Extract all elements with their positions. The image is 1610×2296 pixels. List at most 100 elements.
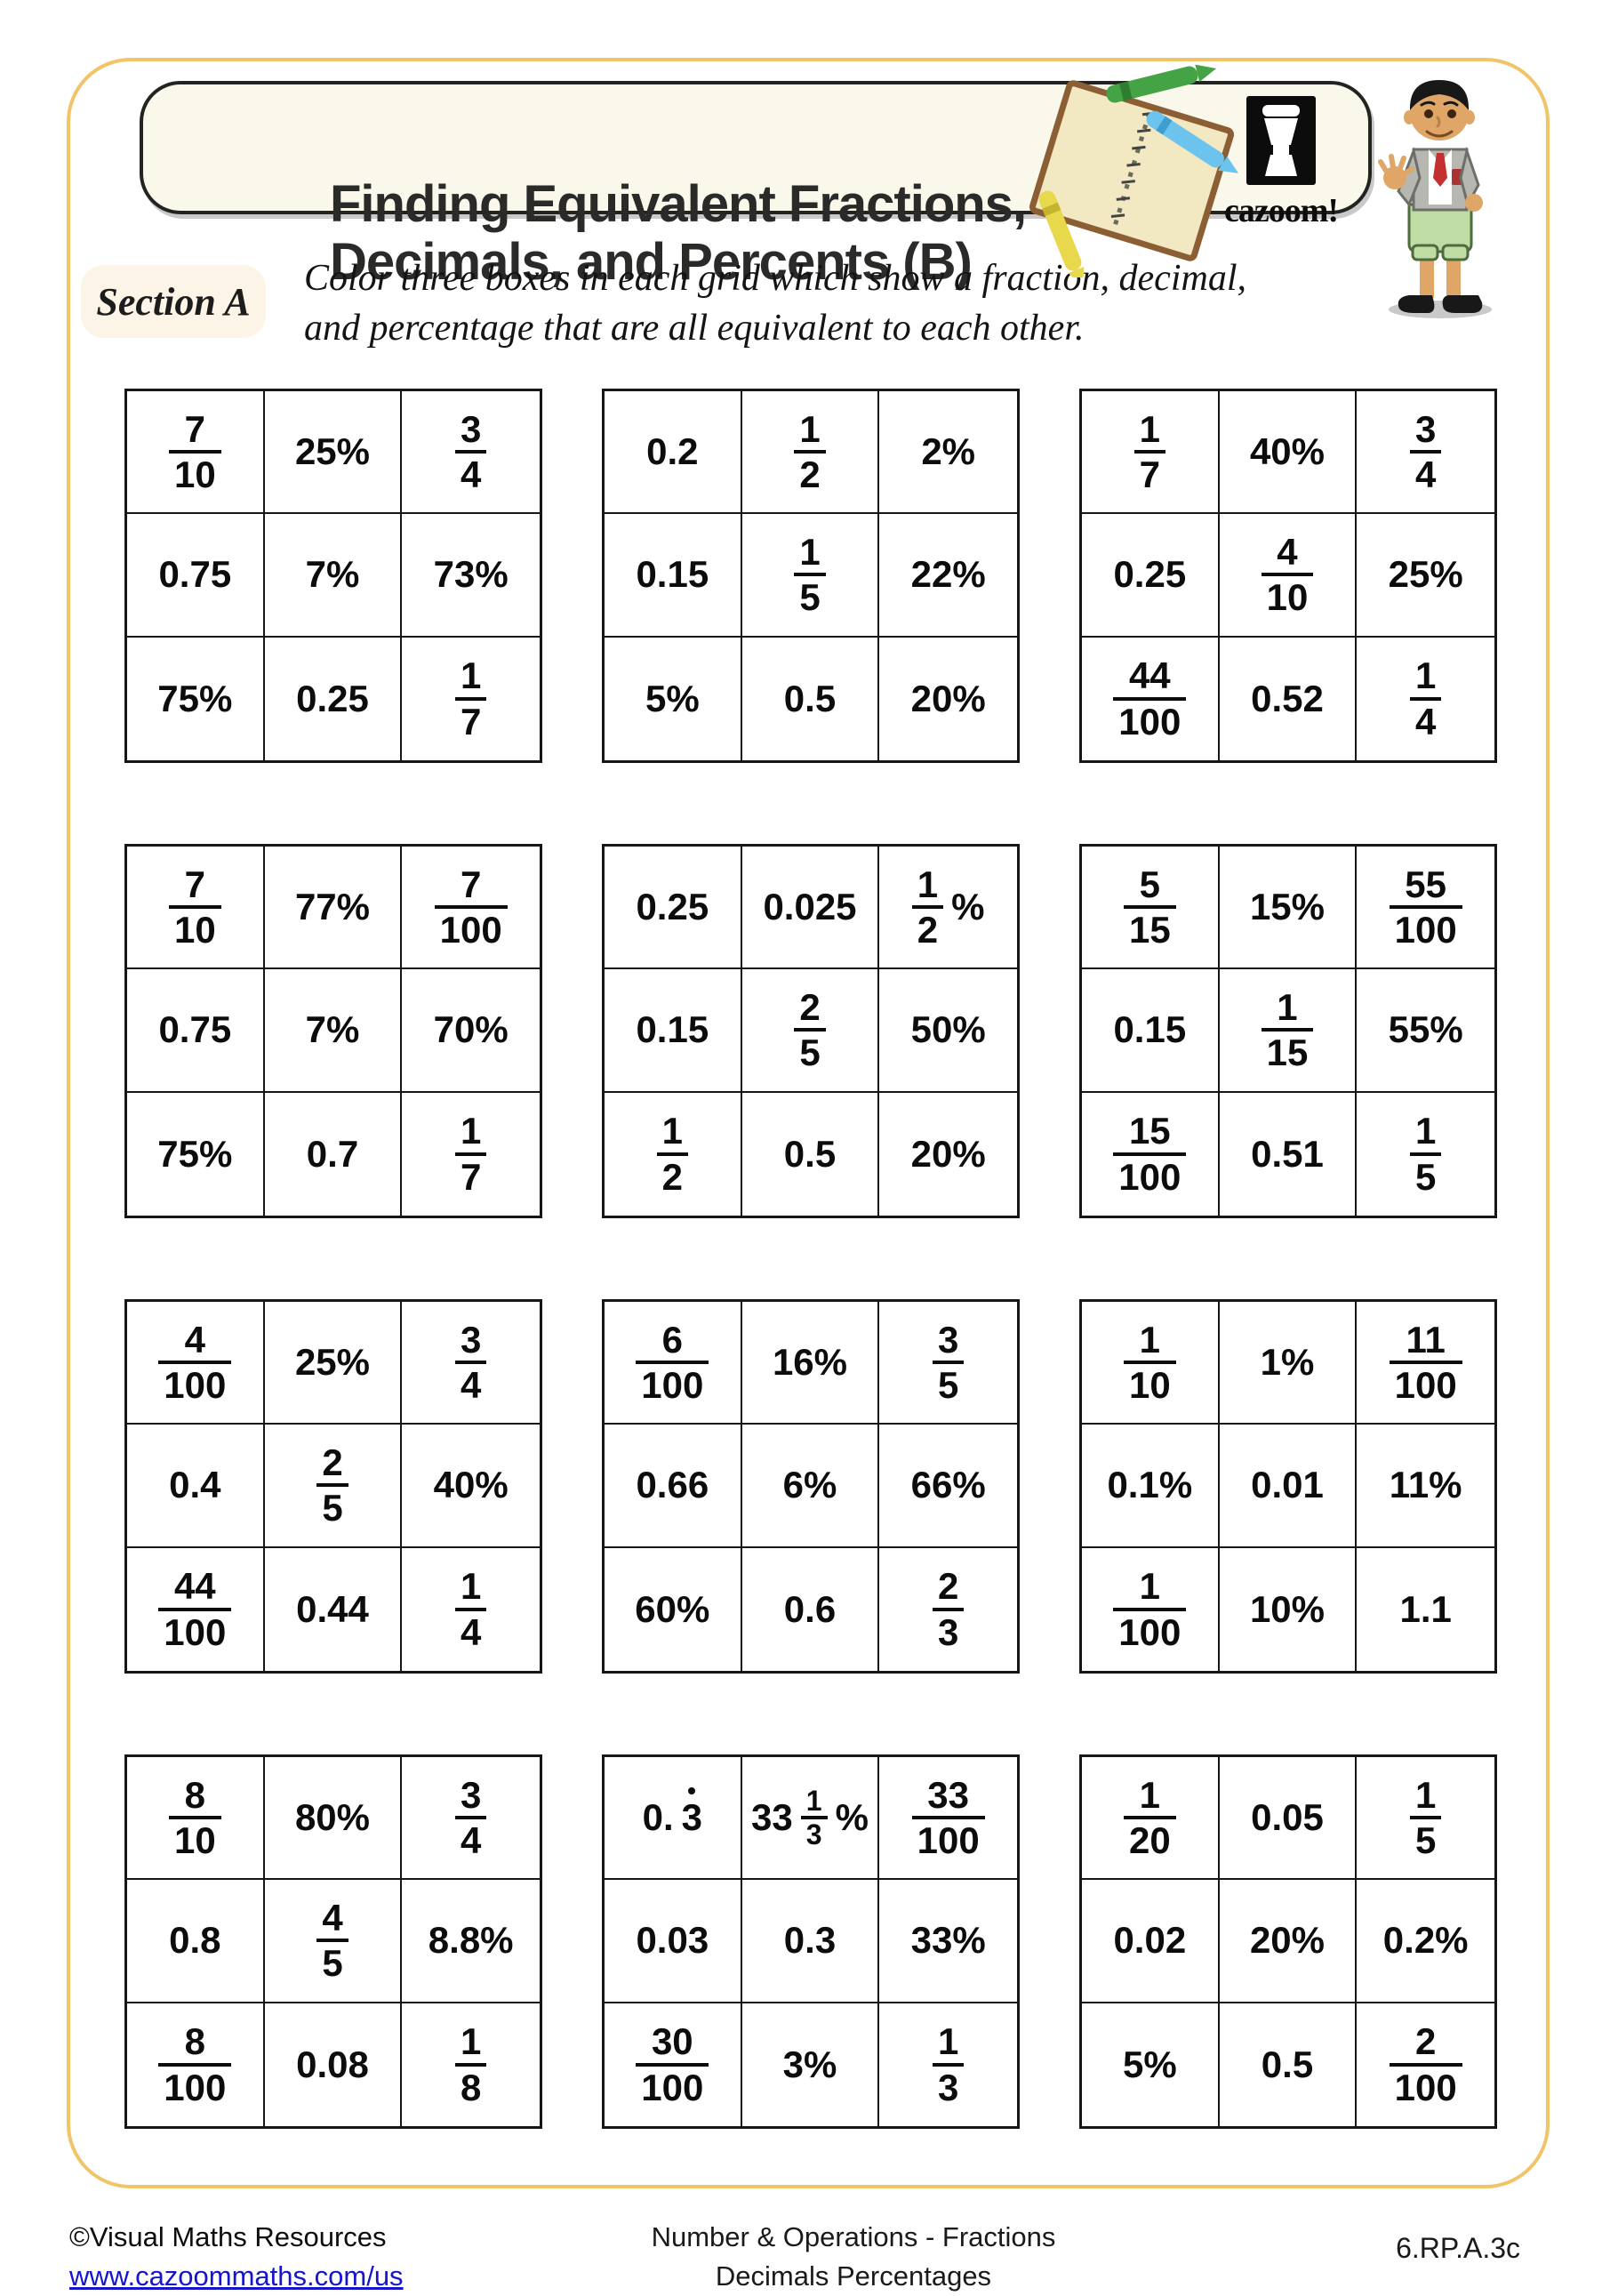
- grid-cell[interactable]: 50%: [879, 969, 1017, 1093]
- grid-cell[interactable]: 0.75: [127, 514, 265, 638]
- grid-cell[interactable]: 0.25: [1082, 514, 1220, 638]
- grid-cell[interactable]: 75%: [127, 1092, 265, 1216]
- grid-cell[interactable]: 0.2%: [1357, 1880, 1494, 2003]
- grid-cell[interactable]: 8 10: [127, 1757, 265, 1881]
- grid-cell[interactable]: 1 20: [1082, 1757, 1220, 1881]
- grid-cell[interactable]: 25%: [264, 391, 403, 515]
- grid-cell[interactable]: 1 2%: [879, 847, 1017, 970]
- grid-cell[interactable]: 0.7: [265, 1092, 403, 1216]
- grid-cell[interactable]: 0.8: [127, 1880, 265, 2003]
- grid-cell[interactable]: 33%: [879, 1880, 1017, 2003]
- grid-cell[interactable]: 0.66: [605, 1425, 742, 1548]
- grid-cell[interactable]: 0.5: [1220, 2003, 1358, 2126]
- grid-cell[interactable]: 44 100: [1082, 637, 1220, 760]
- grid-cell[interactable]: 0.15: [605, 514, 742, 638]
- grid-cell[interactable]: 66%: [879, 1425, 1017, 1548]
- grid-cell[interactable]: 20%: [879, 638, 1017, 760]
- grid-cell[interactable]: 0.52: [1220, 637, 1358, 760]
- grid-cell[interactable]: 0.15: [1082, 969, 1220, 1093]
- grid-cell[interactable]: 4 100: [127, 1302, 265, 1425]
- grid-cell[interactable]: 0.01: [1219, 1425, 1358, 1548]
- grid-cell[interactable]: 0.05: [1219, 1757, 1358, 1881]
- grid-cell[interactable]: 1.1: [1357, 1548, 1494, 1671]
- grid-cell[interactable]: 73%: [402, 514, 540, 638]
- grid-cell[interactable]: 0.03: [605, 1880, 742, 2003]
- grid-cell[interactable]: 7%: [264, 514, 403, 638]
- grid-cell[interactable]: 7 100: [402, 847, 540, 970]
- grid-cell[interactable]: 15 100: [1082, 1092, 1220, 1216]
- grid-cell[interactable]: 25%: [1357, 514, 1494, 638]
- cazoommaths-link[interactable]: www.cazoommaths.com/us: [69, 2260, 404, 2292]
- grid-cell[interactable]: 40%: [1219, 391, 1358, 515]
- grid-cell[interactable]: 5%: [605, 637, 742, 760]
- grid-cell[interactable]: 10%: [1220, 1547, 1358, 1671]
- grid-cell[interactable]: 55 100: [1357, 847, 1494, 970]
- grid-cell[interactable]: 0.3: [605, 1757, 742, 1881]
- grid-cell[interactable]: 0.1%: [1082, 1425, 1220, 1548]
- grid-cell[interactable]: 6 100: [605, 1302, 742, 1425]
- grid-cell[interactable]: 33 100: [879, 1757, 1017, 1881]
- grid-cell[interactable]: 80%: [264, 1757, 403, 1881]
- grid-cell[interactable]: 77%: [264, 847, 403, 970]
- grid-cell[interactable]: 3%: [742, 2003, 880, 2126]
- grid-cell[interactable]: 6%: [741, 1425, 880, 1548]
- grid-cell[interactable]: 4 10: [1219, 514, 1358, 638]
- grid-cell[interactable]: 2%: [879, 391, 1017, 515]
- grid-cell[interactable]: 0.75: [127, 969, 265, 1093]
- grid-cell[interactable]: 60%: [605, 1547, 742, 1671]
- grid-cell[interactable]: 2 100: [1357, 2003, 1494, 2126]
- grid-cell[interactable]: 5%: [1082, 2003, 1220, 2126]
- grid-cell[interactable]: 75%: [127, 637, 265, 760]
- grid-cell[interactable]: 1 100: [1082, 1547, 1220, 1671]
- grid-cell[interactable]: 15%: [1219, 847, 1358, 970]
- grid-cell[interactable]: 20%: [1219, 1880, 1358, 2003]
- grid-cell[interactable]: 25%: [264, 1302, 403, 1425]
- grid-cell[interactable]: 8 100: [127, 2003, 265, 2126]
- grid-cell[interactable]: 0.4: [127, 1425, 265, 1548]
- grid-cell[interactable]: 70%: [402, 969, 540, 1093]
- grid-cell[interactable]: 8.8%: [402, 1880, 540, 2003]
- grid-cell[interactable]: 30 100: [605, 2003, 742, 2126]
- grid-cell[interactable]: 0.44: [265, 1547, 403, 1671]
- grid-cell[interactable]: 7%: [264, 969, 403, 1093]
- grid-cell[interactable]: 1 15: [1219, 969, 1358, 1093]
- grid-cell[interactable]: 5 15: [1082, 847, 1220, 970]
- grid-cell[interactable]: 0.025: [741, 847, 880, 970]
- grid-cell[interactable]: 11 100: [1357, 1302, 1494, 1425]
- grid-cell[interactable]: 20%: [879, 1093, 1017, 1216]
- grid-cell[interactable]: 0.08: [265, 2003, 403, 2126]
- grid-cell[interactable]: 0.51: [1220, 1092, 1358, 1216]
- grid-cell[interactable]: 0.5: [742, 1092, 880, 1216]
- grid-cell[interactable]: 0.6: [742, 1547, 880, 1671]
- grid-cell[interactable]: 44 100: [127, 1547, 265, 1671]
- grid-cell[interactable]: 1%: [1219, 1302, 1358, 1425]
- grid-cell[interactable]: 0.15: [605, 969, 742, 1093]
- grid-cell[interactable]: 0.2: [605, 391, 742, 515]
- grid-cell[interactable]: 0.3: [741, 1880, 880, 2003]
- grid-cell[interactable]: 22%: [879, 514, 1017, 638]
- grid-cell[interactable]: 55%: [1357, 969, 1494, 1093]
- grid-cell[interactable]: 33 1 3%: [741, 1757, 880, 1881]
- grid-cell[interactable]: 16%: [741, 1302, 880, 1425]
- grid-cell[interactable]: 0.25: [265, 637, 403, 760]
- grid-cell[interactable]: 0.25: [605, 847, 742, 970]
